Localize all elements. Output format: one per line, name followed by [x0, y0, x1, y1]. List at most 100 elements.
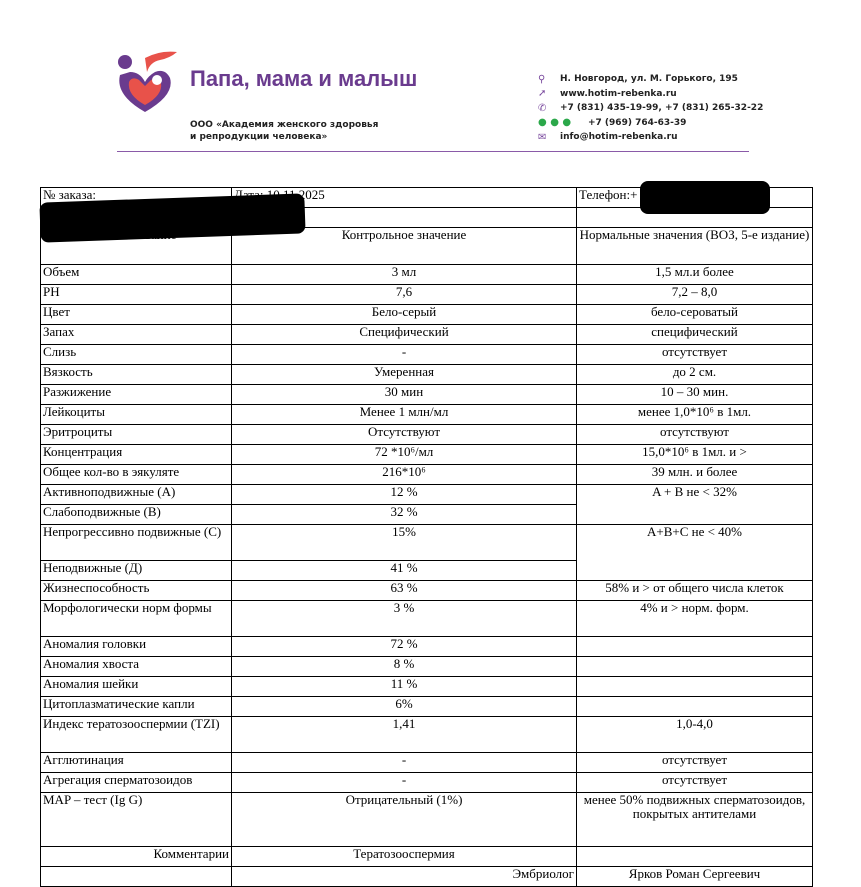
- param-value: 63 %: [231, 580, 577, 601]
- param-name: Аномалия головки: [40, 636, 232, 657]
- param-value: Отрицательный (1%): [231, 792, 577, 847]
- logo-heart-icon: [118, 51, 177, 112]
- norm-value: 7,2 – 8,0: [576, 284, 813, 305]
- norm-value: A+B+C не < 40%: [576, 524, 813, 581]
- phone-icon: ✆: [538, 102, 547, 114]
- contact-email: ✉ info@hotim-rebenka.ru: [538, 131, 678, 143]
- param-value: 11 %: [231, 676, 577, 697]
- location-pin-icon: ⚲: [538, 73, 546, 85]
- param-name: Цитоплазматические капли: [40, 696, 232, 717]
- redaction: [640, 181, 770, 214]
- param-name: Слабоподвижные (В): [40, 504, 232, 525]
- param-name: Аномалия хвоста: [40, 656, 232, 677]
- param-name: PH: [40, 284, 232, 305]
- norm-value: менее 50% подвижных сперматозоидов, покр…: [576, 792, 813, 847]
- contact-website: ➚ www.hotim-rebenka.ru: [538, 88, 677, 100]
- param-value: 6%: [231, 696, 577, 717]
- table-row: Слабоподвижные (В) 32 %: [40, 504, 813, 525]
- table-row: Аномалия головки 72 %: [40, 636, 813, 657]
- divider: [117, 151, 749, 152]
- norm-value: [576, 696, 813, 717]
- param-name: Агглютинация: [40, 752, 232, 773]
- param-name: Эритроциты: [40, 424, 232, 445]
- norm-value: Ярков Роман Сергеевич: [576, 866, 813, 887]
- param-value: -: [231, 772, 577, 793]
- table-row: Запах Специфический специфический: [40, 324, 813, 345]
- norm-value: бело-сероватый: [576, 304, 813, 325]
- param-value: Умеренная: [231, 364, 577, 385]
- param-name: Неподвижные (Д): [40, 560, 232, 581]
- norm-value: 39 млн. и более: [576, 464, 813, 485]
- contacts: ⚲ Н. Новгород, ул. М. Горького, 195 ➚ www.…: [538, 72, 763, 145]
- param-name: Непрогрессивно подвижные (С): [40, 524, 232, 561]
- table-row: Активноподвижные (А) 12 % A + B не < 32%: [40, 484, 813, 525]
- param-name: Общее кол-во в эякуляте: [40, 464, 232, 485]
- col-header-norm: Нормальные значения (ВОЗ, 5-е издание): [576, 227, 813, 265]
- param-name: Морфологически норм формы: [40, 600, 232, 637]
- letterhead: Папа, мама и малыш ООО «Академия женског…: [0, 0, 861, 160]
- table-row: Разжижение 30 мин 10 – 30 мин.: [40, 384, 813, 405]
- param-name: Объем: [40, 264, 232, 285]
- param-value: 72 %: [231, 636, 577, 657]
- org-name: ООО «Академия женского здоровья и репроду…: [190, 120, 379, 142]
- param-value: -: [231, 344, 577, 365]
- norm-value: 1,0-4,0: [576, 716, 813, 753]
- norm-value: [576, 676, 813, 697]
- param-value: 7,6: [231, 284, 577, 305]
- table-row: Вязкость Умеренная до 2 см.: [40, 364, 813, 385]
- param-name: Разжижение: [40, 384, 232, 405]
- param-value: 8 %: [231, 656, 577, 677]
- mail-icon: ✉: [538, 131, 547, 143]
- cursor-icon: ➚: [538, 88, 547, 100]
- table-row: Комментарии Тератозооспермия: [40, 846, 813, 867]
- table-row: Индекс тератозооспермии (TZI) 1,41 1,0-4,0: [40, 716, 813, 753]
- norm-value: 10 – 30 мин.: [576, 384, 813, 405]
- param-value: Отсутствуют: [231, 424, 577, 445]
- param-value: 1,41: [231, 716, 577, 753]
- param-name: Слизь: [40, 344, 232, 365]
- param-value: Бело-серый: [231, 304, 577, 325]
- param-value: Специфический: [231, 324, 577, 345]
- table-row: Эмбриолог Ярков Роман Сергеевич: [40, 866, 813, 887]
- param-name: Аномалия шейки: [40, 676, 232, 697]
- table-row: Слизь - отсутствует: [40, 344, 813, 365]
- param-name: Индекс тератозооспермии (TZI): [40, 716, 232, 753]
- param-name: Агрегация сперматозоидов: [40, 772, 232, 793]
- param-name: Цвет: [40, 304, 232, 325]
- param-value: 3 мл: [231, 264, 577, 285]
- param-name: MAP – тест (Ig G): [40, 792, 232, 847]
- param-value: Эмбриолог: [231, 866, 577, 887]
- norm-value: отсутствуют: [576, 424, 813, 445]
- table-row: Непрогрессивно подвижные (С) 15% A+B+C не …: [40, 524, 813, 581]
- messenger-icons: ● ● ●: [538, 117, 572, 129]
- norm-value: 58% и > от общего числа клеток: [576, 580, 813, 601]
- norm-value: 15,0*10⁶ в 1мл. и >: [576, 444, 813, 465]
- param-value: 41 %: [231, 560, 577, 581]
- norm-value: специфический: [576, 324, 813, 345]
- param-name: Вязкость: [40, 364, 232, 385]
- brand-name: Папа, мама и малыш: [190, 66, 418, 91]
- table-row: MAP – тест (Ig G) Отрицательный (1%) менее…: [40, 792, 813, 847]
- table-row: Эритроциты Отсутствуют отсутствуют: [40, 424, 813, 445]
- param-name: Лейкоциты: [40, 404, 232, 425]
- param-value: 216*10⁶: [231, 464, 577, 485]
- table-row: Агглютинация - отсутствует: [40, 752, 813, 773]
- contact-phone: ✆ +7 (831) 435-19-99, +7 (831) 265-32-22: [538, 102, 764, 114]
- table-row: Объем 3 мл 1,5 мл.и более: [40, 264, 813, 285]
- param-value: Менее 1 млн/мл: [231, 404, 577, 425]
- table-row: Общее кол-во в эякуляте 216*10⁶ 39 млн. и …: [40, 464, 813, 485]
- table-row: Аномалия шейки 11 %: [40, 676, 813, 697]
- table-row: Цвет Бело-серый бело-сероватый: [40, 304, 813, 325]
- table-row: Аномалия хвоста 8 %: [40, 656, 813, 677]
- param-name: Запах: [40, 324, 232, 345]
- table-row: Жизнеспособность 63 % 58% и > от общего чи…: [40, 580, 813, 601]
- norm-value: [576, 846, 813, 867]
- semen-analysis-table: № заказа:Дата: 10.11.2025Телефон:+ 1998 …: [40, 187, 813, 887]
- norm-value: отсутствует: [576, 344, 813, 365]
- param-value: 12 %: [231, 484, 577, 505]
- param-value: 3 %: [231, 600, 577, 637]
- norm-value: отсутствует: [576, 772, 813, 793]
- norm-value: A + B не < 32%: [576, 484, 813, 525]
- param-name: [40, 866, 232, 887]
- table-row: Цитоплазматические капли 6%: [40, 696, 813, 717]
